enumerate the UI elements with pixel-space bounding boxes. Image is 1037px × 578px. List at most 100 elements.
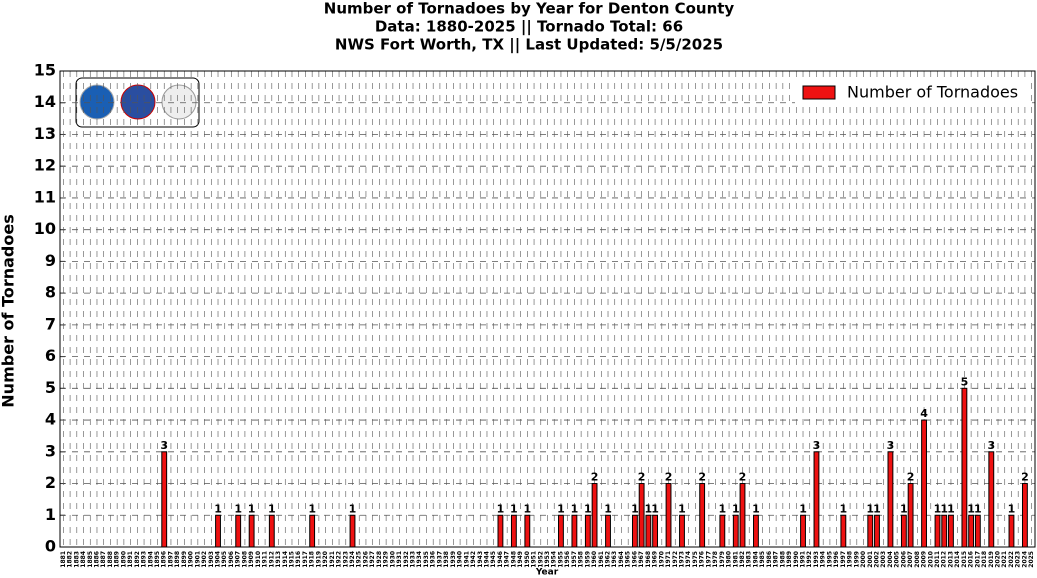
x-tick-label: 1900 [188,551,195,568]
x-tick-label: 2012 [941,551,948,568]
x-tick-label: 1952 [537,551,544,568]
x-tick-label: 1995 [826,551,833,568]
bar [867,514,874,548]
x-tick-label: 1968 [645,551,652,568]
x-tick-label: 1936 [430,551,437,568]
data-label: 2 [698,471,706,484]
bar [349,514,356,548]
y-tick-label: 14 [34,92,56,111]
x-tick-label: 1964 [618,551,625,568]
x-tick-label: 1953 [544,551,551,568]
data-label: 1 [866,502,874,515]
y-tick-label: 12 [34,156,56,175]
x-tick-label: 1903 [208,551,215,568]
bar [974,514,981,548]
bar [631,514,638,548]
bar [215,514,221,548]
x-tick-label: 1906 [228,551,235,568]
x-tick-label: 1897 [167,551,174,568]
x-tick-label: 1956 [564,551,571,568]
x-tick-label: 1902 [201,551,208,568]
x-tick-label: 1950 [524,551,531,568]
x-tick-label: 1994 [820,551,827,568]
y-tick-label: 9 [45,251,56,270]
x-tick-label: 1937 [436,551,443,568]
bar [161,451,168,548]
x-tick-label: 2007 [907,551,914,568]
bar [268,514,275,548]
bar [679,514,685,548]
x-tick-label: 1993 [813,551,820,568]
x-tick-label: 1999 [853,551,860,568]
data-label: 1 [523,502,531,515]
bar [941,514,948,548]
data-label: 1 [1008,502,1016,515]
data-label: 1 [557,502,565,515]
x-tick-label: 1996 [833,551,840,568]
bar [800,514,806,548]
x-tick-label: 1913 [275,551,282,568]
chart-title: NWS Fort Worth, TX || Last Updated: 5/5/… [335,36,723,55]
data-label: 1 [214,502,222,515]
x-tick-label: 2003 [880,551,887,568]
x-tick-label: 2006 [900,551,907,568]
x-tick-label: 1947 [504,551,511,568]
x-tick-label: 2004 [887,551,894,568]
x-tick-label: 1931 [396,551,403,568]
x-tick-label: 1929 [383,551,390,568]
data-label: 1 [268,502,276,515]
x-tick-label: 1921 [329,551,336,568]
x-tick-label: 1982 [739,551,746,568]
x-tick-label: 1934 [416,551,423,568]
bar [934,514,941,548]
x-tick-label: 2001 [867,551,874,568]
y-tick-label: 3 [45,441,56,460]
y-tick-label: 2 [45,473,56,492]
bar [510,514,517,548]
x-tick-label: 1958 [578,551,585,568]
x-tick-label: 2023 [1015,551,1022,568]
x-tick-label: 1912 [268,551,275,568]
data-label: 1 [571,502,579,515]
x-tick-label: 1919 [315,551,322,568]
bar [921,419,927,548]
data-label: 1 [873,502,881,515]
x-tick-label: 1917 [302,551,309,568]
x-tick-label: 2020 [995,551,1002,568]
x-tick-label: 1976 [699,551,706,568]
data-label: 1 [967,502,975,515]
x-tick-label: 2015 [961,551,968,568]
x-tick-label: 2018 [981,551,988,568]
x-tick-label: 1932 [403,551,410,568]
logo [79,84,115,120]
x-tick-label: 1990 [793,551,800,568]
x-tick-label: 1945 [490,551,497,568]
data-label: 1 [840,502,848,515]
x-tick-label: 1887 [100,551,107,568]
x-tick-label: 1889 [114,551,121,568]
y-tick-label: 13 [34,124,56,143]
bar [813,451,820,548]
data-label: 1 [308,502,316,515]
y-tick-label: 6 [45,346,56,365]
x-tick-label: 2009 [921,551,928,568]
data-label: 1 [678,502,686,515]
bar [605,514,611,548]
y-tick-label: 5 [45,378,56,397]
x-tick-label: 1943 [477,551,484,568]
data-label: 3 [160,439,168,452]
x-tick-label: 1896 [161,551,168,568]
bar [874,514,880,548]
y-axis-label: Number of Tornadoes [0,214,18,407]
x-tick-label: 1915 [288,551,295,568]
data-label: 1 [934,502,942,515]
data-label: 3 [813,439,821,452]
x-tick-label: 2014 [954,551,961,568]
x-tick-label: 1961 [598,551,605,568]
y-tick-label: 1 [45,505,56,524]
data-label: 2 [591,471,599,484]
x-tick-label: 2019 [988,551,995,568]
data-label: 1 [631,502,639,515]
x-tick-label: 1966 [631,551,638,568]
x-tick-label: 1888 [107,551,114,568]
